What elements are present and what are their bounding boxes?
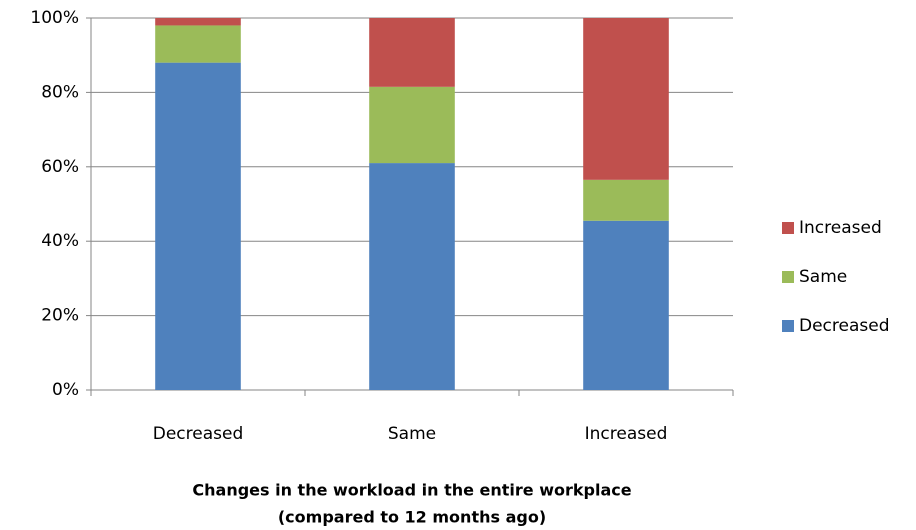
y-tick-label: 100% <box>30 8 79 28</box>
x-tick-label: Same <box>388 424 436 444</box>
bar-segment <box>583 18 669 180</box>
legend-swatch <box>782 320 794 332</box>
legend-label: Increased <box>799 218 882 238</box>
x-axis-title: Changes in the workload in the entire wo… <box>192 481 631 500</box>
bar-segment <box>155 62 241 390</box>
x-axis-title: (compared to 12 months ago) <box>278 508 546 527</box>
x-tick-label: Increased <box>585 424 668 444</box>
bar-segment <box>155 25 241 63</box>
y-tick-label: 60% <box>41 157 79 177</box>
legend-swatch <box>782 271 794 283</box>
y-tick-label: 20% <box>41 306 79 326</box>
legend-label: Same <box>799 267 847 287</box>
bar-segment <box>155 18 241 26</box>
y-tick-label: 0% <box>52 380 79 400</box>
bar-segment <box>369 86 455 164</box>
legend-label: Decreased <box>799 316 890 336</box>
y-tick-label: 80% <box>41 82 79 102</box>
bar-segment <box>369 18 455 87</box>
x-tick-label: Decreased <box>153 424 244 444</box>
bar-segment <box>583 179 669 221</box>
bar-segment <box>369 163 455 390</box>
y-tick-label: 40% <box>41 231 79 251</box>
bar-segment <box>583 220 669 390</box>
legend-swatch <box>782 222 794 234</box>
